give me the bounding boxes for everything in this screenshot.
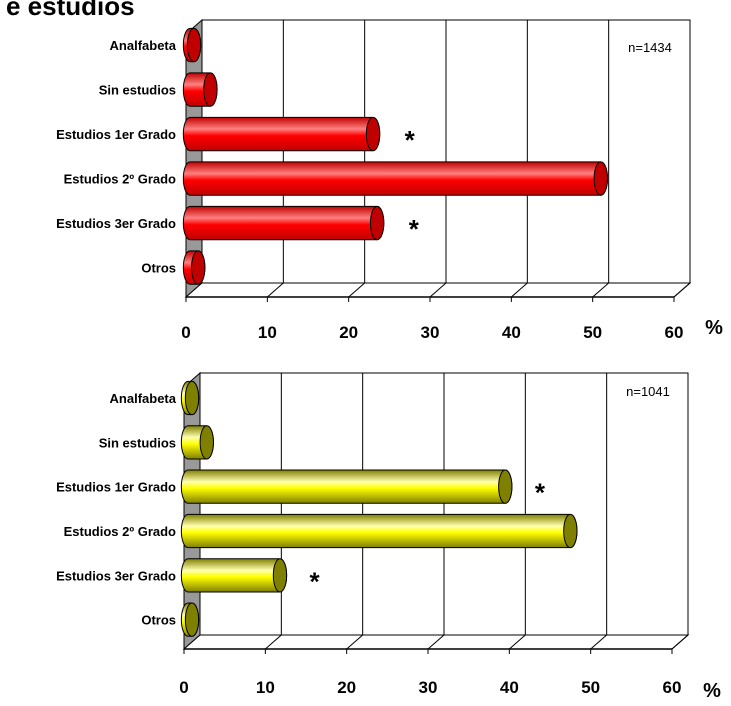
bar-body	[182, 116, 381, 152]
sample-size-note: n=1434	[628, 40, 672, 55]
x-tick-label: 60	[665, 323, 684, 342]
bar-end-cap	[199, 425, 214, 460]
bar-end-cap	[369, 205, 385, 241]
bar-end-cap	[365, 116, 381, 152]
gridline-floor	[265, 634, 282, 650]
bar	[180, 602, 200, 637]
bar-end-cap	[498, 469, 513, 504]
gridline-floor	[427, 634, 445, 650]
category-label: Estudios 1er Grado	[56, 480, 176, 495]
x-tick-label: 30	[421, 323, 440, 342]
category-label: Estudios 1er Grado	[56, 127, 176, 142]
category-label: Estudios 2º Grado	[64, 524, 176, 539]
gridline-floor	[348, 282, 365, 298]
category-label: Estudios 2º Grado	[64, 172, 176, 187]
category-label: Sin estudios	[99, 435, 176, 450]
category-label: Otros	[141, 613, 176, 628]
x-tick-label: 40	[502, 323, 521, 342]
x-tick-label: 60	[663, 678, 682, 697]
gridline-floor	[592, 282, 609, 298]
x-tick-label: 40	[500, 678, 519, 697]
bar	[182, 72, 218, 107]
bar-body	[180, 513, 578, 549]
significance-star: *	[535, 478, 546, 508]
gridline-floor	[590, 634, 607, 650]
gridline-floor	[673, 282, 691, 298]
category-label: Otros	[141, 261, 176, 276]
bar-body	[182, 205, 385, 241]
gridline-floor	[429, 282, 447, 298]
category-label: Analfabeta	[110, 38, 177, 53]
x-tick-label: 0	[181, 323, 190, 342]
gridline-floor	[511, 282, 528, 298]
bar-end-cap	[191, 250, 206, 285]
x-axis-unit: %	[703, 680, 721, 702]
bar	[180, 558, 288, 593]
x-tick-label: 10	[258, 323, 277, 342]
bar-end-cap	[203, 72, 218, 107]
bar	[180, 513, 578, 549]
bar-body	[180, 469, 513, 504]
category-label: Analfabeta	[110, 391, 177, 406]
x-tick-label: 20	[339, 323, 358, 342]
gridline-floor	[267, 282, 284, 298]
chart-yellow-bars: 0 10 20 30 40 50 60 % n=1041 Analfabeta Sin estudi…	[56, 371, 721, 702]
significance-star: *	[405, 125, 416, 155]
category-label: Estudios 3er Grado	[56, 568, 176, 583]
x-tick-label: 50	[583, 323, 602, 342]
bar-end-cap	[272, 558, 288, 593]
x-tick-label: 20	[337, 678, 356, 697]
gridline-floor	[509, 634, 526, 650]
gridline-floor	[671, 634, 689, 650]
significance-star: *	[310, 566, 321, 596]
bar-end-cap	[593, 161, 608, 196]
bar-body	[182, 161, 608, 196]
page-title: e estudios	[6, 0, 135, 21]
chart-red-bars: 0 10 20 30 40 50 60 % n=1434 Analfabeta Sin estudi…	[56, 18, 723, 342]
bar	[180, 469, 513, 504]
bar	[180, 380, 200, 416]
bar	[182, 250, 206, 285]
bar	[182, 161, 608, 196]
bar	[182, 27, 202, 63]
bar	[182, 116, 381, 152]
x-tick-label: 10	[256, 678, 275, 697]
category-label: Sin estudios	[99, 83, 176, 98]
x-tick-label: 0	[179, 678, 188, 697]
bar-end-cap	[186, 27, 202, 63]
bar-end-cap	[563, 513, 578, 549]
x-tick-label: 30	[419, 678, 438, 697]
x-tick-label: 50	[581, 678, 600, 697]
bar	[182, 205, 385, 241]
bar-end-cap	[184, 380, 200, 416]
bar-body	[180, 558, 288, 593]
bar	[180, 425, 214, 460]
x-axis-unit: %	[705, 317, 723, 339]
sample-size-note: n=1041	[626, 384, 670, 399]
bar-end-cap	[184, 602, 200, 637]
significance-star: *	[409, 214, 420, 244]
gridline-floor	[346, 634, 363, 650]
category-label: Estudios 3er Grado	[56, 216, 176, 231]
